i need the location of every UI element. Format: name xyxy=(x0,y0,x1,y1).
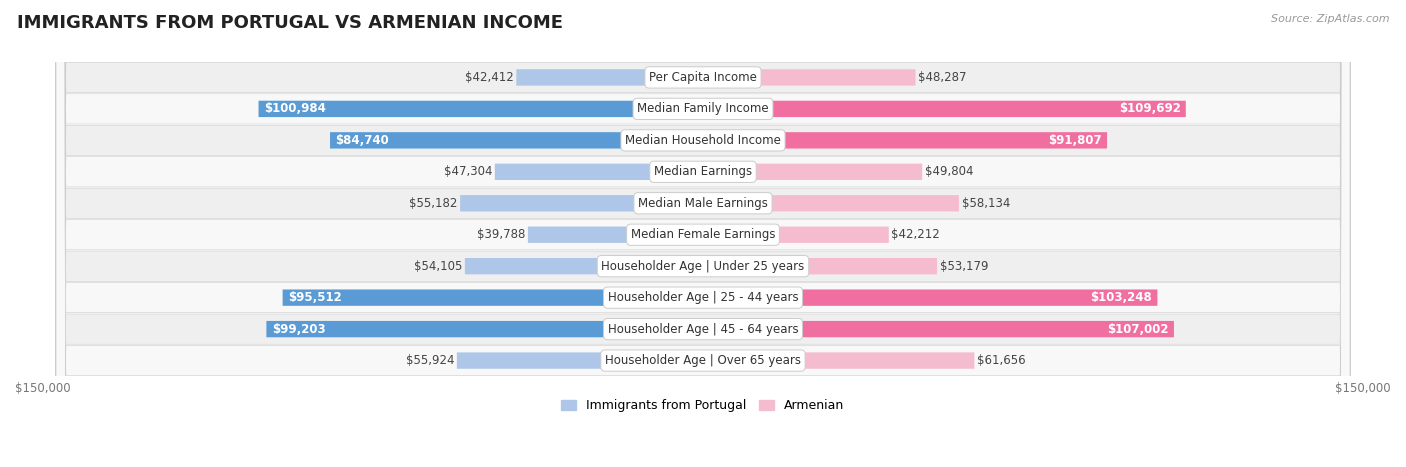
FancyBboxPatch shape xyxy=(703,101,1185,117)
Text: $103,248: $103,248 xyxy=(1091,291,1152,304)
FancyBboxPatch shape xyxy=(703,195,959,212)
Text: $53,179: $53,179 xyxy=(939,260,988,273)
FancyBboxPatch shape xyxy=(460,195,703,212)
Text: Median Household Income: Median Household Income xyxy=(626,134,780,147)
FancyBboxPatch shape xyxy=(259,101,703,117)
Text: Householder Age | 25 - 44 years: Householder Age | 25 - 44 years xyxy=(607,291,799,304)
FancyBboxPatch shape xyxy=(56,0,1350,467)
Text: Median Family Income: Median Family Income xyxy=(637,102,769,115)
Text: Median Earnings: Median Earnings xyxy=(654,165,752,178)
FancyBboxPatch shape xyxy=(703,163,922,180)
Text: Householder Age | Under 25 years: Householder Age | Under 25 years xyxy=(602,260,804,273)
Text: Median Male Earnings: Median Male Earnings xyxy=(638,197,768,210)
FancyBboxPatch shape xyxy=(457,353,703,369)
FancyBboxPatch shape xyxy=(56,0,1350,467)
FancyBboxPatch shape xyxy=(56,0,1350,467)
FancyBboxPatch shape xyxy=(56,0,1350,467)
Text: Source: ZipAtlas.com: Source: ZipAtlas.com xyxy=(1271,14,1389,24)
FancyBboxPatch shape xyxy=(516,69,703,85)
Text: $99,203: $99,203 xyxy=(271,323,325,336)
Text: $48,287: $48,287 xyxy=(918,71,967,84)
Text: $58,134: $58,134 xyxy=(962,197,1010,210)
FancyBboxPatch shape xyxy=(56,0,1350,467)
Text: Householder Age | 45 - 64 years: Householder Age | 45 - 64 years xyxy=(607,323,799,336)
FancyBboxPatch shape xyxy=(703,69,915,85)
Text: $61,656: $61,656 xyxy=(977,354,1025,367)
Text: $54,105: $54,105 xyxy=(413,260,463,273)
Text: $39,788: $39,788 xyxy=(477,228,526,241)
FancyBboxPatch shape xyxy=(703,353,974,369)
FancyBboxPatch shape xyxy=(703,132,1107,149)
FancyBboxPatch shape xyxy=(56,0,1350,467)
FancyBboxPatch shape xyxy=(465,258,703,275)
Text: $107,002: $107,002 xyxy=(1107,323,1168,336)
Text: $42,212: $42,212 xyxy=(891,228,941,241)
FancyBboxPatch shape xyxy=(56,0,1350,467)
FancyBboxPatch shape xyxy=(330,132,703,149)
FancyBboxPatch shape xyxy=(495,163,703,180)
FancyBboxPatch shape xyxy=(56,0,1350,467)
Legend: Immigrants from Portugal, Armenian: Immigrants from Portugal, Armenian xyxy=(557,394,849,417)
Text: $55,182: $55,182 xyxy=(409,197,457,210)
FancyBboxPatch shape xyxy=(283,290,703,306)
FancyBboxPatch shape xyxy=(527,226,703,243)
FancyBboxPatch shape xyxy=(56,0,1350,467)
Text: $49,804: $49,804 xyxy=(925,165,973,178)
Text: Householder Age | Over 65 years: Householder Age | Over 65 years xyxy=(605,354,801,367)
FancyBboxPatch shape xyxy=(703,290,1157,306)
Text: $109,692: $109,692 xyxy=(1119,102,1181,115)
FancyBboxPatch shape xyxy=(266,321,703,337)
FancyBboxPatch shape xyxy=(703,258,936,275)
Text: $55,924: $55,924 xyxy=(406,354,454,367)
FancyBboxPatch shape xyxy=(703,321,1174,337)
Text: $47,304: $47,304 xyxy=(444,165,492,178)
Text: $100,984: $100,984 xyxy=(264,102,326,115)
FancyBboxPatch shape xyxy=(703,226,889,243)
Text: $84,740: $84,740 xyxy=(335,134,389,147)
Text: IMMIGRANTS FROM PORTUGAL VS ARMENIAN INCOME: IMMIGRANTS FROM PORTUGAL VS ARMENIAN INC… xyxy=(17,14,562,32)
Text: $95,512: $95,512 xyxy=(288,291,342,304)
FancyBboxPatch shape xyxy=(56,0,1350,467)
Text: Per Capita Income: Per Capita Income xyxy=(650,71,756,84)
Text: Median Female Earnings: Median Female Earnings xyxy=(631,228,775,241)
Text: $42,412: $42,412 xyxy=(465,71,513,84)
Text: $91,807: $91,807 xyxy=(1047,134,1102,147)
